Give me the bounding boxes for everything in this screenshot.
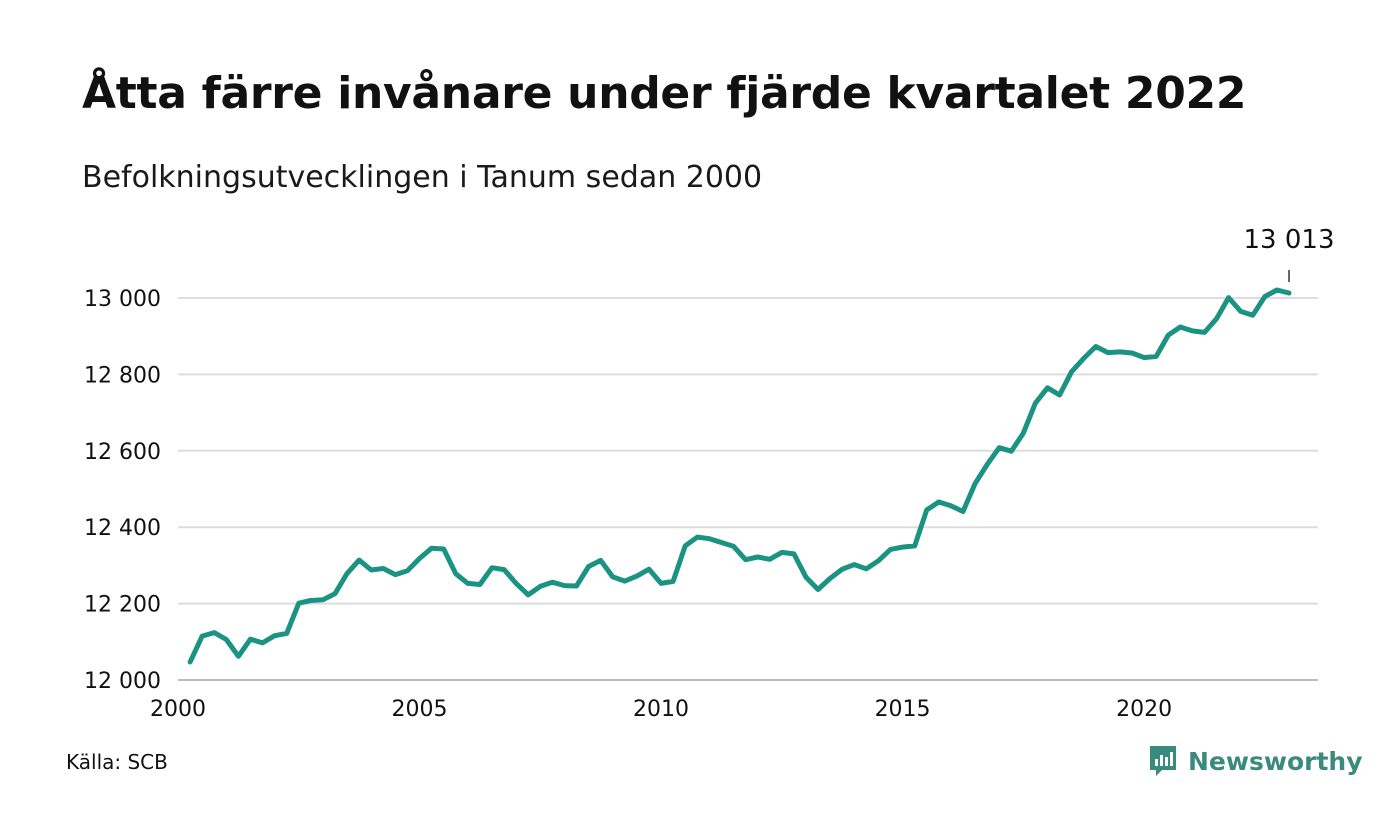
y-tick-label: 12 200 (84, 593, 161, 618)
end-annotation: 13 013 (1244, 225, 1335, 282)
x-tick-label: 2005 (392, 697, 448, 722)
series-line (187, 287, 1292, 665)
y-tick-label: 12 600 (84, 440, 161, 465)
newsworthy-logo-icon (1150, 746, 1176, 776)
x-tick-label: 2015 (875, 697, 931, 722)
gridlines (178, 297, 1318, 681)
line-chart: 12 000 12 200 12 400 12 600 12 800 13 000 200… (84, 225, 1335, 722)
brand-name: Newsworthy (1188, 746, 1363, 776)
end-value-label: 13 013 (1244, 225, 1335, 255)
chart-subtitle: Befolkningsutvecklingen i Tanum sedan 20… (82, 160, 763, 195)
y-tick-label: 13 000 (84, 287, 161, 312)
chart-title: Åtta färre invånare under fjärde kvartal… (82, 68, 1247, 119)
x-tick-label: 2000 (150, 697, 206, 722)
brand-logo: Newsworthy (1148, 744, 1363, 778)
series (187, 287, 1292, 665)
x-tick-label: 2020 (1116, 697, 1172, 722)
source-note: Källa: SCB (66, 750, 168, 774)
x-tick-label: 2010 (633, 697, 689, 722)
y-tick-label: 12 800 (84, 363, 161, 388)
x-axis: 2000 2005 2010 2015 2020 (150, 697, 1172, 722)
y-tick-label: 12 400 (84, 516, 161, 541)
y-axis: 12 000 12 200 12 400 12 600 12 800 13 000 (84, 287, 161, 694)
y-tick-label: 12 000 (84, 669, 161, 694)
